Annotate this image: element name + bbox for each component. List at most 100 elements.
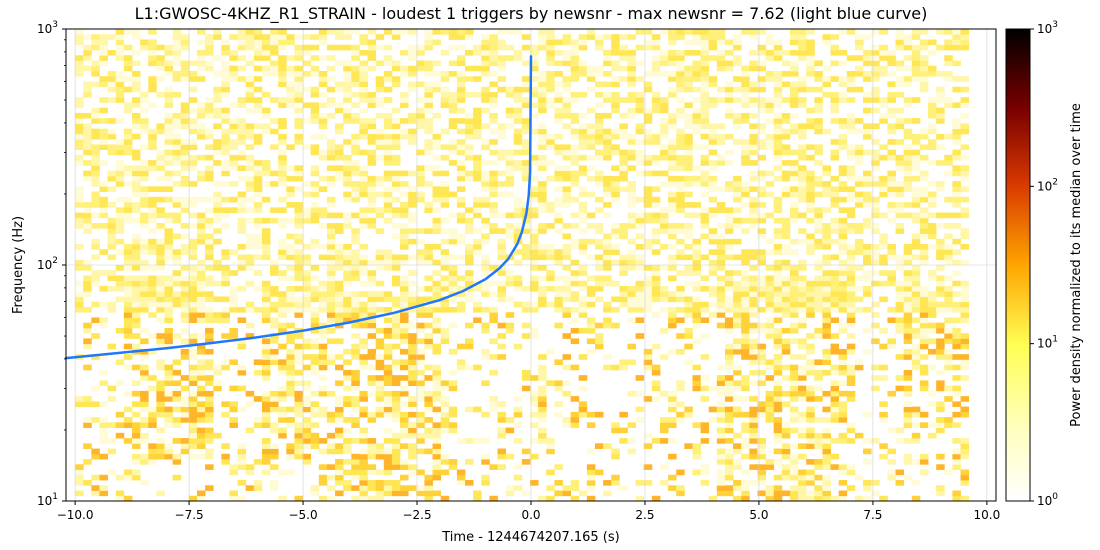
heatmap-cell: [497, 448, 507, 455]
heatmap-cell: [757, 474, 766, 481]
heatmap-cell: [205, 133, 214, 140]
heatmap-cell: [448, 91, 458, 98]
heatmap-cell: [261, 107, 271, 114]
heatmap-cell: [391, 118, 401, 124]
heatmap-cell: [627, 217, 636, 224]
heatmap-cell: [513, 133, 523, 140]
heatmap-cell: [261, 254, 271, 261]
heatmap-cell: [619, 296, 628, 303]
heatmap-cell: [448, 280, 458, 287]
heatmap-cell: [798, 154, 807, 161]
heatmap-cell: [757, 448, 766, 455]
heatmap-cell: [773, 495, 783, 502]
heatmap-cell: [140, 123, 149, 130]
heatmap-cell: [400, 459, 409, 465]
heatmap-cell: [895, 44, 905, 51]
heatmap-cell: [205, 406, 214, 413]
heatmap-cell: [123, 422, 133, 428]
heatmap-cell: [237, 217, 247, 224]
heatmap-cell: [578, 65, 588, 72]
heatmap-cell: [131, 438, 141, 444]
heatmap-cell: [148, 301, 157, 308]
heatmap-cell: [448, 254, 458, 261]
heatmap-cell: [140, 223, 149, 229]
heatmap-cell: [668, 223, 677, 229]
heatmap-cell: [887, 107, 896, 114]
heatmap-cell: [213, 112, 222, 119]
heatmap-cell: [676, 490, 685, 497]
heatmap-cell: [351, 29, 360, 35]
heatmap-cell: [172, 249, 182, 255]
heatmap-cell: [367, 65, 377, 72]
heatmap-cell: [668, 29, 677, 35]
heatmap-cell: [278, 29, 287, 35]
heatmap-cell: [343, 480, 352, 486]
heatmap-cell: [302, 417, 312, 423]
heatmap-cell: [513, 233, 523, 240]
heatmap-cell: [351, 112, 360, 119]
heatmap-cell: [668, 453, 677, 460]
heatmap-cell: [903, 401, 913, 407]
heatmap-cell: [513, 259, 523, 266]
heatmap-cell: [75, 65, 84, 72]
heatmap-cell: [773, 474, 783, 481]
heatmap-cell: [294, 285, 303, 292]
heatmap-cell: [432, 285, 442, 292]
heatmap-cell: [643, 160, 653, 166]
heatmap-cell: [424, 97, 433, 103]
heatmap-cell: [659, 480, 669, 486]
heatmap-cell: [895, 29, 905, 35]
heatmap-cell: [635, 29, 645, 35]
heatmap-cell: [156, 280, 165, 287]
heatmap-cell: [432, 217, 442, 224]
heatmap-cell: [651, 65, 661, 72]
heatmap-cell: [554, 275, 563, 282]
heatmap-cell: [270, 181, 279, 187]
heatmap-cell: [676, 107, 685, 114]
heatmap-cell: [741, 333, 750, 339]
heatmap-cell: [887, 469, 896, 476]
heatmap-cell: [326, 202, 336, 208]
heatmap-cell: [903, 422, 913, 428]
heatmap-cell: [684, 70, 693, 77]
heatmap-cell: [131, 165, 141, 171]
heatmap-cell: [863, 202, 872, 208]
heatmap-cell: [497, 228, 507, 234]
heatmap-cell: [603, 186, 612, 192]
heatmap-cell: [928, 306, 937, 313]
heatmap-cell: [570, 327, 580, 334]
heatmap-cell: [530, 86, 539, 93]
heatmap-cell: [75, 490, 84, 497]
heatmap-cell: [830, 390, 840, 397]
heatmap-cell: [75, 160, 84, 166]
heatmap-cell: [554, 112, 563, 119]
heatmap-cell: [570, 364, 580, 371]
heatmap-cell: [716, 60, 726, 67]
heatmap-cell: [99, 322, 109, 329]
heatmap-cell: [806, 233, 815, 240]
heatmap-cell: [432, 154, 442, 161]
heatmap-cell: [749, 196, 758, 203]
heatmap-cell: [229, 296, 238, 303]
heatmap-cell: [245, 186, 255, 192]
heatmap-cell: [895, 139, 905, 145]
heatmap-cell: [887, 97, 896, 103]
heatmap-cell: [310, 55, 320, 61]
heatmap-cell: [440, 259, 450, 266]
heatmap-cell: [400, 29, 409, 35]
heatmap-cell: [286, 422, 295, 428]
heatmap-cell: [798, 396, 807, 402]
heatmap-cell: [871, 181, 880, 187]
heatmap-cell: [627, 238, 636, 245]
heatmap-cell: [148, 128, 157, 135]
heatmap-cell: [530, 55, 539, 61]
heatmap-cell: [635, 233, 645, 240]
heatmap-cell: [196, 270, 206, 276]
heatmap-cell: [440, 459, 450, 465]
heatmap-cell: [814, 191, 823, 198]
heatmap-cell: [651, 270, 661, 276]
heatmap-cell: [221, 91, 230, 98]
heatmap-cell: [668, 275, 677, 282]
heatmap-cell: [903, 44, 913, 51]
heatmap-cell: [749, 301, 758, 308]
